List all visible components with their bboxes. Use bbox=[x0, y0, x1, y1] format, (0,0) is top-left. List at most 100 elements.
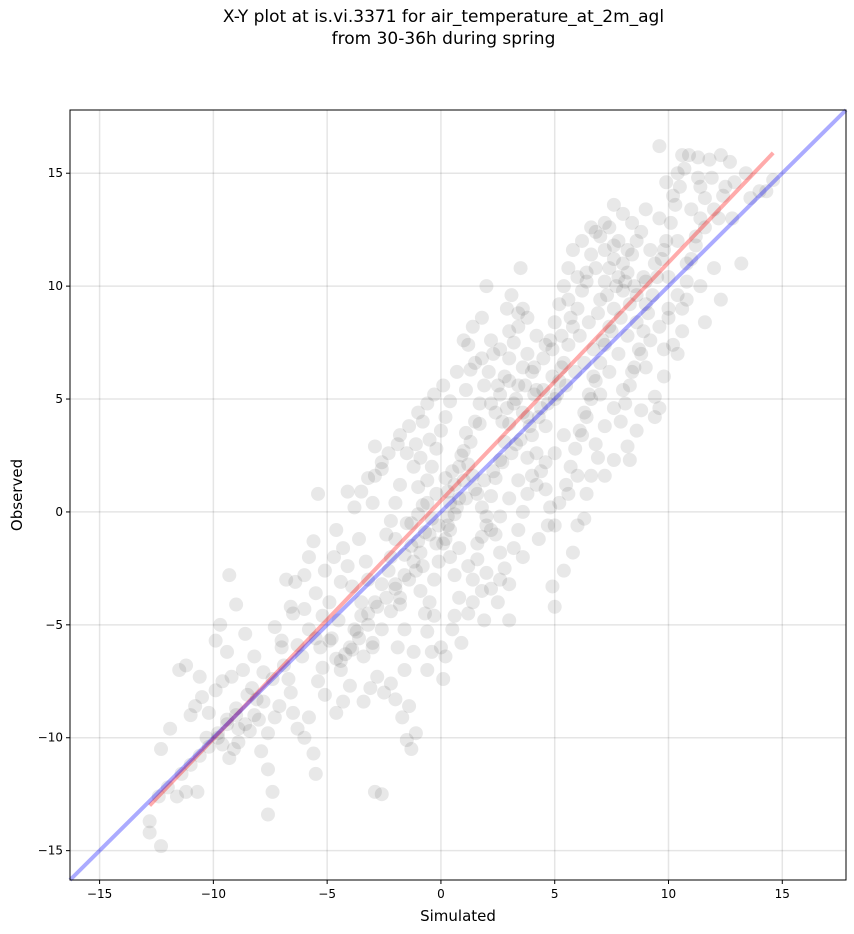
data-point bbox=[336, 541, 351, 556]
data-point bbox=[388, 692, 403, 707]
data-point bbox=[559, 477, 574, 492]
data-point bbox=[333, 663, 348, 677]
data-point bbox=[154, 742, 169, 757]
data-point bbox=[297, 568, 312, 583]
data-point bbox=[411, 405, 426, 420]
data-point bbox=[354, 608, 369, 623]
data-point bbox=[231, 721, 246, 736]
data-point bbox=[593, 387, 608, 402]
data-point bbox=[443, 394, 458, 409]
data-point bbox=[499, 301, 514, 316]
data-point bbox=[340, 484, 355, 499]
data-point bbox=[638, 202, 653, 217]
data-point bbox=[556, 279, 571, 294]
data-point bbox=[670, 166, 685, 181]
data-point bbox=[274, 633, 289, 648]
data-point bbox=[265, 672, 280, 687]
data-point bbox=[595, 333, 610, 348]
data-point bbox=[461, 606, 476, 621]
data-point bbox=[502, 577, 517, 592]
data-point bbox=[615, 256, 630, 271]
data-point bbox=[545, 342, 560, 357]
data-point bbox=[477, 613, 492, 628]
data-point bbox=[577, 355, 592, 370]
data-point bbox=[652, 139, 667, 154]
data-point bbox=[561, 292, 576, 307]
data-point bbox=[584, 247, 599, 262]
data-point bbox=[367, 595, 382, 610]
y-axis-ticks: −15 −10 −5 0 5 10 15 bbox=[38, 166, 70, 858]
data-point bbox=[374, 577, 389, 592]
data-point bbox=[661, 310, 676, 325]
data-point bbox=[324, 631, 339, 646]
data-point bbox=[313, 640, 328, 655]
data-point bbox=[215, 737, 230, 752]
data-point bbox=[395, 710, 410, 725]
data-point bbox=[704, 170, 719, 185]
data-point bbox=[468, 482, 483, 497]
y-tick-label: −15 bbox=[38, 844, 63, 858]
data-point bbox=[431, 518, 446, 533]
data-point bbox=[222, 568, 237, 583]
data-point bbox=[538, 455, 553, 470]
data-point bbox=[759, 184, 774, 199]
data-point bbox=[502, 373, 517, 388]
data-point bbox=[593, 355, 608, 370]
data-point bbox=[511, 473, 526, 488]
data-point bbox=[638, 360, 653, 375]
data-point bbox=[643, 333, 658, 348]
chart-title-line-2: from 30-36h during spring bbox=[331, 29, 556, 49]
data-point bbox=[272, 699, 287, 714]
data-point bbox=[524, 468, 539, 483]
data-point bbox=[638, 297, 653, 312]
data-point bbox=[504, 288, 519, 303]
data-point bbox=[388, 577, 403, 592]
data-point bbox=[222, 751, 237, 766]
data-point bbox=[634, 224, 649, 239]
data-point bbox=[641, 306, 656, 321]
data-point bbox=[513, 261, 528, 276]
data-point bbox=[575, 233, 590, 248]
data-point bbox=[208, 683, 223, 698]
data-point bbox=[502, 351, 517, 366]
data-point bbox=[438, 471, 453, 486]
data-point bbox=[470, 552, 485, 567]
data-point bbox=[345, 579, 360, 594]
data-point bbox=[297, 730, 312, 745]
data-point bbox=[543, 500, 558, 515]
data-point bbox=[458, 383, 473, 397]
data-point bbox=[529, 383, 544, 397]
data-point bbox=[402, 572, 417, 587]
data-point bbox=[666, 188, 681, 203]
data-point bbox=[575, 428, 590, 443]
data-point bbox=[429, 486, 444, 501]
y-tick-label: 0 bbox=[55, 505, 63, 519]
data-point bbox=[670, 288, 685, 303]
data-point bbox=[477, 473, 492, 488]
data-point bbox=[615, 206, 630, 221]
data-point bbox=[374, 462, 389, 477]
data-point bbox=[577, 511, 592, 526]
data-point bbox=[691, 150, 706, 165]
data-point bbox=[379, 527, 394, 542]
data-point bbox=[620, 328, 635, 343]
data-point bbox=[199, 730, 214, 745]
data-point bbox=[502, 324, 517, 339]
data-point bbox=[684, 202, 699, 217]
data-point bbox=[163, 721, 178, 736]
data-point bbox=[506, 541, 521, 556]
data-point bbox=[297, 602, 312, 617]
data-point bbox=[388, 581, 403, 596]
data-point bbox=[345, 642, 360, 657]
data-point bbox=[613, 414, 628, 429]
y-tick-label: 10 bbox=[48, 279, 63, 293]
one-to-one-line bbox=[68, 108, 848, 882]
data-point bbox=[656, 369, 671, 384]
data-point bbox=[342, 678, 357, 693]
data-point bbox=[538, 482, 553, 497]
data-point bbox=[383, 513, 398, 528]
data-point bbox=[675, 148, 690, 163]
data-point bbox=[502, 491, 517, 506]
data-point bbox=[606, 453, 621, 467]
data-point bbox=[518, 378, 533, 393]
